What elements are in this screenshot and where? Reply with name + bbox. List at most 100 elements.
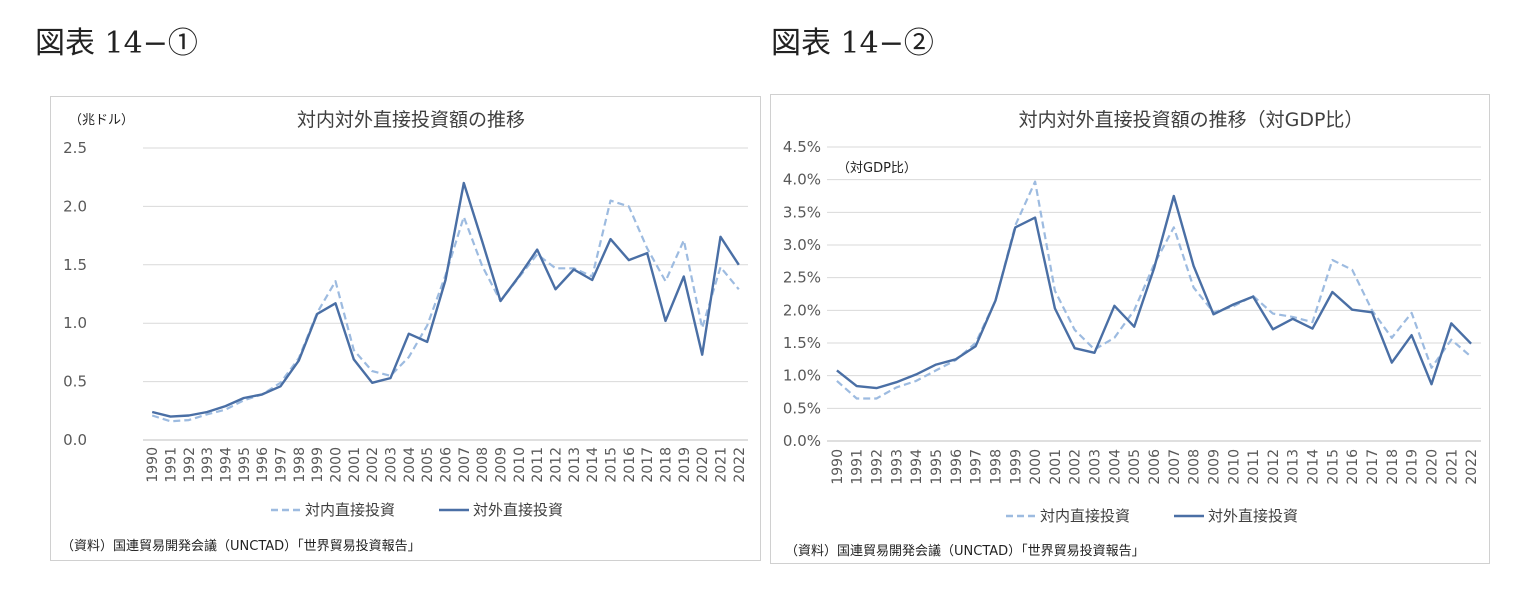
x-tick-label: 2005 <box>420 447 436 483</box>
y-tick-label: 0.0 <box>63 431 87 449</box>
y-tick-label: 3.5% <box>783 203 821 221</box>
chart-fdi-gdp-ratio: 対内対外直接投資額の推移（対GDP比） （対GDP比） 0.0% 0.5% 1.0% 1.… <box>770 94 1490 564</box>
x-tick-label: 1990 <box>145 447 161 483</box>
x-tick-label: 2014 <box>1306 449 1322 485</box>
y-tick-label: 2.5% <box>783 269 821 287</box>
x-tick-label: 1997 <box>274 447 290 483</box>
legend-label: 対外直接投資 <box>1208 507 1298 525</box>
x-tick-label: 2012 <box>1266 449 1282 485</box>
x-tick-label: 2016 <box>1345 449 1361 485</box>
x-tick-label: 2015 <box>604 447 620 483</box>
legend-label: 対内直接投資 <box>305 501 395 519</box>
x-tick-label: 2020 <box>1424 449 1440 485</box>
x-tick-label: 2021 <box>714 447 730 483</box>
x-tick-label: 1996 <box>949 449 965 485</box>
x-tick-label: 2016 <box>622 447 638 483</box>
x-tick-label: 2018 <box>1385 449 1401 485</box>
x-tick-label: 1997 <box>969 449 985 485</box>
chart-foreign-direct-investment: 対内対外直接投資額の推移 （兆ドル） 0.0 0.5 1.0 1.5 2.0 2.5 1990 1… <box>50 96 761 561</box>
y-tick-label: 1.5% <box>783 334 821 352</box>
series-line-outward <box>151 181 740 418</box>
y-tick-label: 1.0 <box>63 314 87 332</box>
x-tick-label: 2001 <box>347 447 363 483</box>
x-tick-label: 2022 <box>732 447 748 483</box>
figure-label-1: 図表 14−① <box>35 26 198 61</box>
x-tick-label: 2008 <box>1187 449 1203 485</box>
chart-svg: 対内対外直接投資額の推移（対GDP比） （対GDP比） 0.0% 0.5% 1.0% 1.… <box>783 109 1481 559</box>
x-tick-label: 1990 <box>830 449 846 485</box>
y-tick-label: 4.5% <box>783 138 821 156</box>
x-tick-label: 2010 <box>512 447 528 483</box>
x-tick-label: 1992 <box>870 449 886 485</box>
x-tick-label: 2021 <box>1444 449 1460 485</box>
source-note: （資料）国連貿易開発会議（UNCTAD）「世界貿易投資報告」 <box>61 538 421 554</box>
y-tick-label: 0.0% <box>783 432 821 450</box>
y-tick-label: 0.5 <box>63 373 87 391</box>
x-tick-label: 1992 <box>182 447 198 483</box>
x-tick-label: 2000 <box>1028 449 1044 485</box>
x-tick-label: 2012 <box>549 447 565 483</box>
x-tick-label: 2017 <box>1365 449 1381 485</box>
x-tick-label: 1991 <box>164 447 180 483</box>
x-tick-label: 1994 <box>909 449 925 485</box>
x-tick-label: 1999 <box>310 447 326 483</box>
x-tick-label: 2002 <box>1068 449 1084 485</box>
x-tick-label: 1993 <box>200 447 216 483</box>
unit-label: （兆ドル） <box>69 113 134 128</box>
x-tick-label: 2008 <box>475 447 491 483</box>
chart-title: 対内対外直接投資額の推移（対GDP比） <box>1019 109 1364 131</box>
x-tick-label: 1998 <box>988 449 1004 485</box>
x-tick-label: 2020 <box>695 447 711 483</box>
unit-label: （対GDP比） <box>837 161 917 176</box>
x-tick-label: 1998 <box>292 447 308 483</box>
y-tick-label: 2.0 <box>63 197 87 215</box>
x-tick-label: 1995 <box>237 447 253 483</box>
x-tick-label: 2018 <box>659 447 675 483</box>
x-tick-label: 2019 <box>677 447 693 483</box>
x-tick-label: 2000 <box>329 447 345 483</box>
x-tick-label: 2010 <box>1226 449 1242 485</box>
x-tick-label: 2005 <box>1127 449 1143 485</box>
x-tick-label: 2015 <box>1325 449 1341 485</box>
x-tick-label: 2011 <box>1246 449 1262 485</box>
x-tick-label: 2007 <box>1167 449 1183 485</box>
x-tick-label: 2009 <box>1206 449 1222 485</box>
figure-label-2: 図表 14−② <box>771 26 934 61</box>
y-tick-label: 4.0% <box>783 171 821 189</box>
x-tick-label: 2013 <box>567 447 583 483</box>
x-tick-label: 2003 <box>384 447 400 483</box>
legend-label: 対内直接投資 <box>1040 507 1130 525</box>
x-tick-label: 2022 <box>1464 449 1480 485</box>
x-tick-label: 2014 <box>585 447 601 483</box>
x-tick-label: 2019 <box>1405 449 1421 485</box>
series-line-outward <box>836 194 1472 390</box>
chart-title: 対内対外直接投資額の推移 <box>297 109 525 131</box>
x-tick-label: 2004 <box>1107 449 1123 485</box>
x-tick-label: 2006 <box>439 447 455 483</box>
x-tick-label: 2009 <box>494 447 510 483</box>
legend-label: 対外直接投資 <box>473 501 563 519</box>
x-tick-label: 1994 <box>219 447 235 483</box>
x-tick-label: 2017 <box>640 447 656 483</box>
x-tick-label: 1991 <box>850 449 866 485</box>
x-tick-label: 1993 <box>889 449 905 485</box>
y-tick-label: 3.0% <box>783 236 821 254</box>
x-tick-label: 2001 <box>1048 449 1064 485</box>
source-note: （資料）国連貿易開発会議（UNCTAD）「世界貿易投資報告」 <box>785 543 1145 559</box>
x-tick-label: 2007 <box>457 447 473 483</box>
x-tick-label: 2004 <box>402 447 418 483</box>
y-tick-label: 2.0% <box>783 301 821 319</box>
x-tick-label: 2006 <box>1147 449 1163 485</box>
y-tick-label: 0.5% <box>783 399 821 417</box>
x-tick-label: 2011 <box>530 447 546 483</box>
x-tick-label: 2013 <box>1286 449 1302 485</box>
x-tick-label: 2003 <box>1088 449 1104 485</box>
x-tick-label: 2002 <box>365 447 381 483</box>
y-tick-label: 1.5 <box>63 256 87 274</box>
series-line-inward <box>151 199 740 423</box>
x-tick-label: 1995 <box>929 449 945 485</box>
x-tick-label: 1996 <box>255 447 271 483</box>
y-tick-label: 1.0% <box>783 367 821 385</box>
y-tick-label: 2.5 <box>63 139 87 157</box>
